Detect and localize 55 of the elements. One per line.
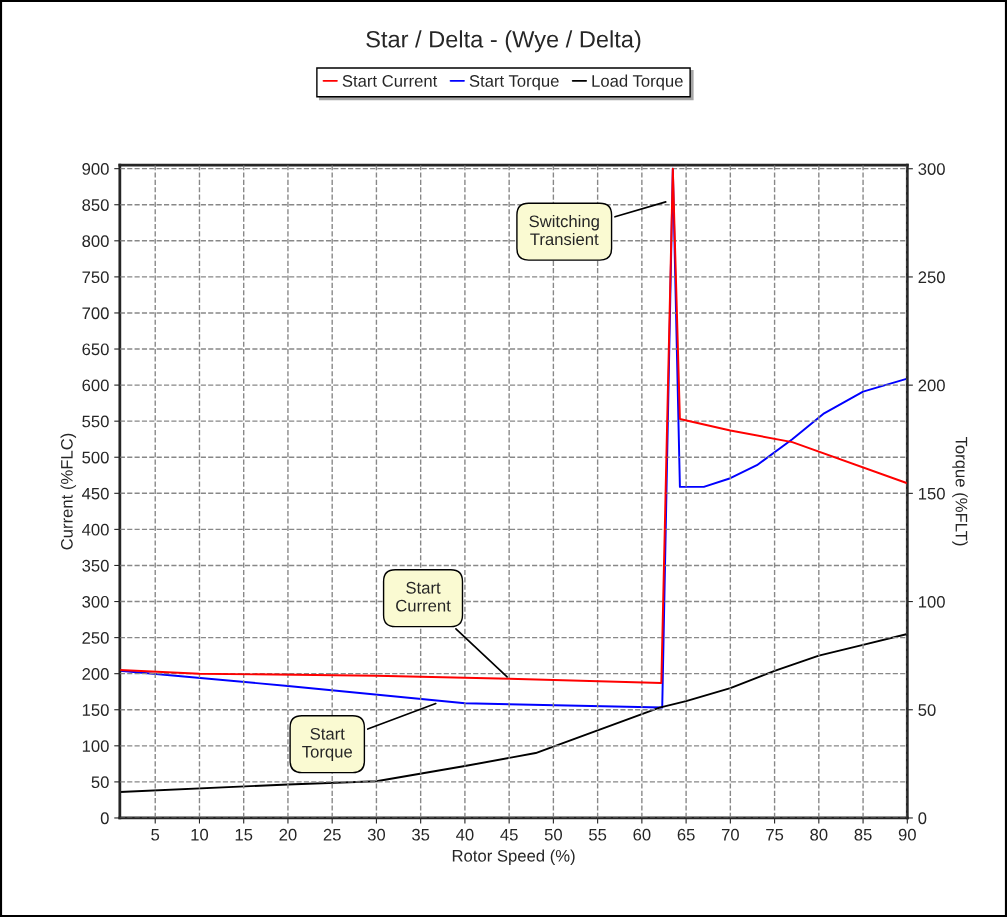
x-tick-label: 80 (810, 828, 828, 841)
legend-label: Start Torque (469, 75, 559, 91)
x-tick-label: 85 (854, 828, 872, 841)
y-tick-label: 50 (91, 776, 109, 789)
x-axis-title: Rotor Speed (%) (452, 849, 575, 866)
x-tick-label: 60 (633, 828, 651, 841)
y-tick-label: 0 (100, 812, 109, 825)
y2-tick-label: 50 (918, 704, 936, 716)
y2-tick-label: 100 (918, 595, 945, 608)
y-tick-label: 250 (82, 632, 109, 644)
y-tick-label: 150 (82, 704, 109, 716)
y-tick-label: 900 (82, 163, 109, 175)
y-tick-label: 450 (81, 487, 109, 500)
y2-tick-label: 300 (918, 163, 945, 175)
y2-tick-label: 150 (918, 487, 945, 500)
y-tick-label: 550 (82, 415, 109, 428)
legend-label: Load Torque (592, 74, 683, 91)
x-tick-label: 65 (677, 828, 695, 841)
x-tick-label: 45 (500, 828, 518, 841)
y-tick-label: 100 (82, 740, 109, 753)
line-series (119, 633, 908, 793)
annotation: Start Torque (302, 727, 352, 761)
y-tick-label: 300 (82, 595, 109, 608)
y-tick-label: 600 (82, 379, 109, 392)
y-tick-label: 750 (82, 271, 109, 284)
y-axis-title: Current (%FLC) (60, 433, 77, 550)
y2-tick-label: 0 (918, 812, 927, 825)
x-tick-label: 20 (279, 828, 297, 841)
y-tick-label: 650 (82, 343, 109, 356)
y2-axis-title: Torque (%FLT) (952, 436, 968, 546)
x-tick-label: 40 (456, 828, 474, 841)
y2-tick-label: 250 (918, 271, 945, 284)
x-tick-label: 35 (412, 828, 430, 841)
y-tick-label: 350 (82, 559, 109, 572)
y-tick-label: 700 (82, 307, 109, 320)
x-tick-label: 90 (898, 828, 916, 841)
y-tick-label: 200 (82, 668, 109, 680)
x-tick-label: 15 (235, 828, 253, 841)
legend-label: Start Current (342, 75, 438, 87)
y-tick-label: 800 (82, 235, 109, 248)
chart-title: Star / Delta - (Wye / Delta) (366, 30, 641, 53)
x-tick-label: 55 (589, 828, 607, 841)
x-tick-label: 70 (721, 828, 739, 841)
y-tick-label: 400 (81, 523, 109, 536)
x-tick-label: 30 (367, 828, 386, 841)
x-tick-label: 75 (766, 828, 784, 841)
x-tick-label: 25 (323, 828, 341, 841)
y-tick-label: 500 (82, 451, 109, 464)
x-tick-label: 10 (191, 828, 209, 841)
x-tick-label: 50 (544, 828, 562, 841)
x-tick-label: 5 (151, 828, 160, 841)
annotation: Start Current (396, 581, 451, 612)
y2-tick-label: 200 (918, 379, 945, 392)
annotation: Switching Transient (529, 214, 599, 246)
y-tick-label: 850 (82, 199, 109, 211)
